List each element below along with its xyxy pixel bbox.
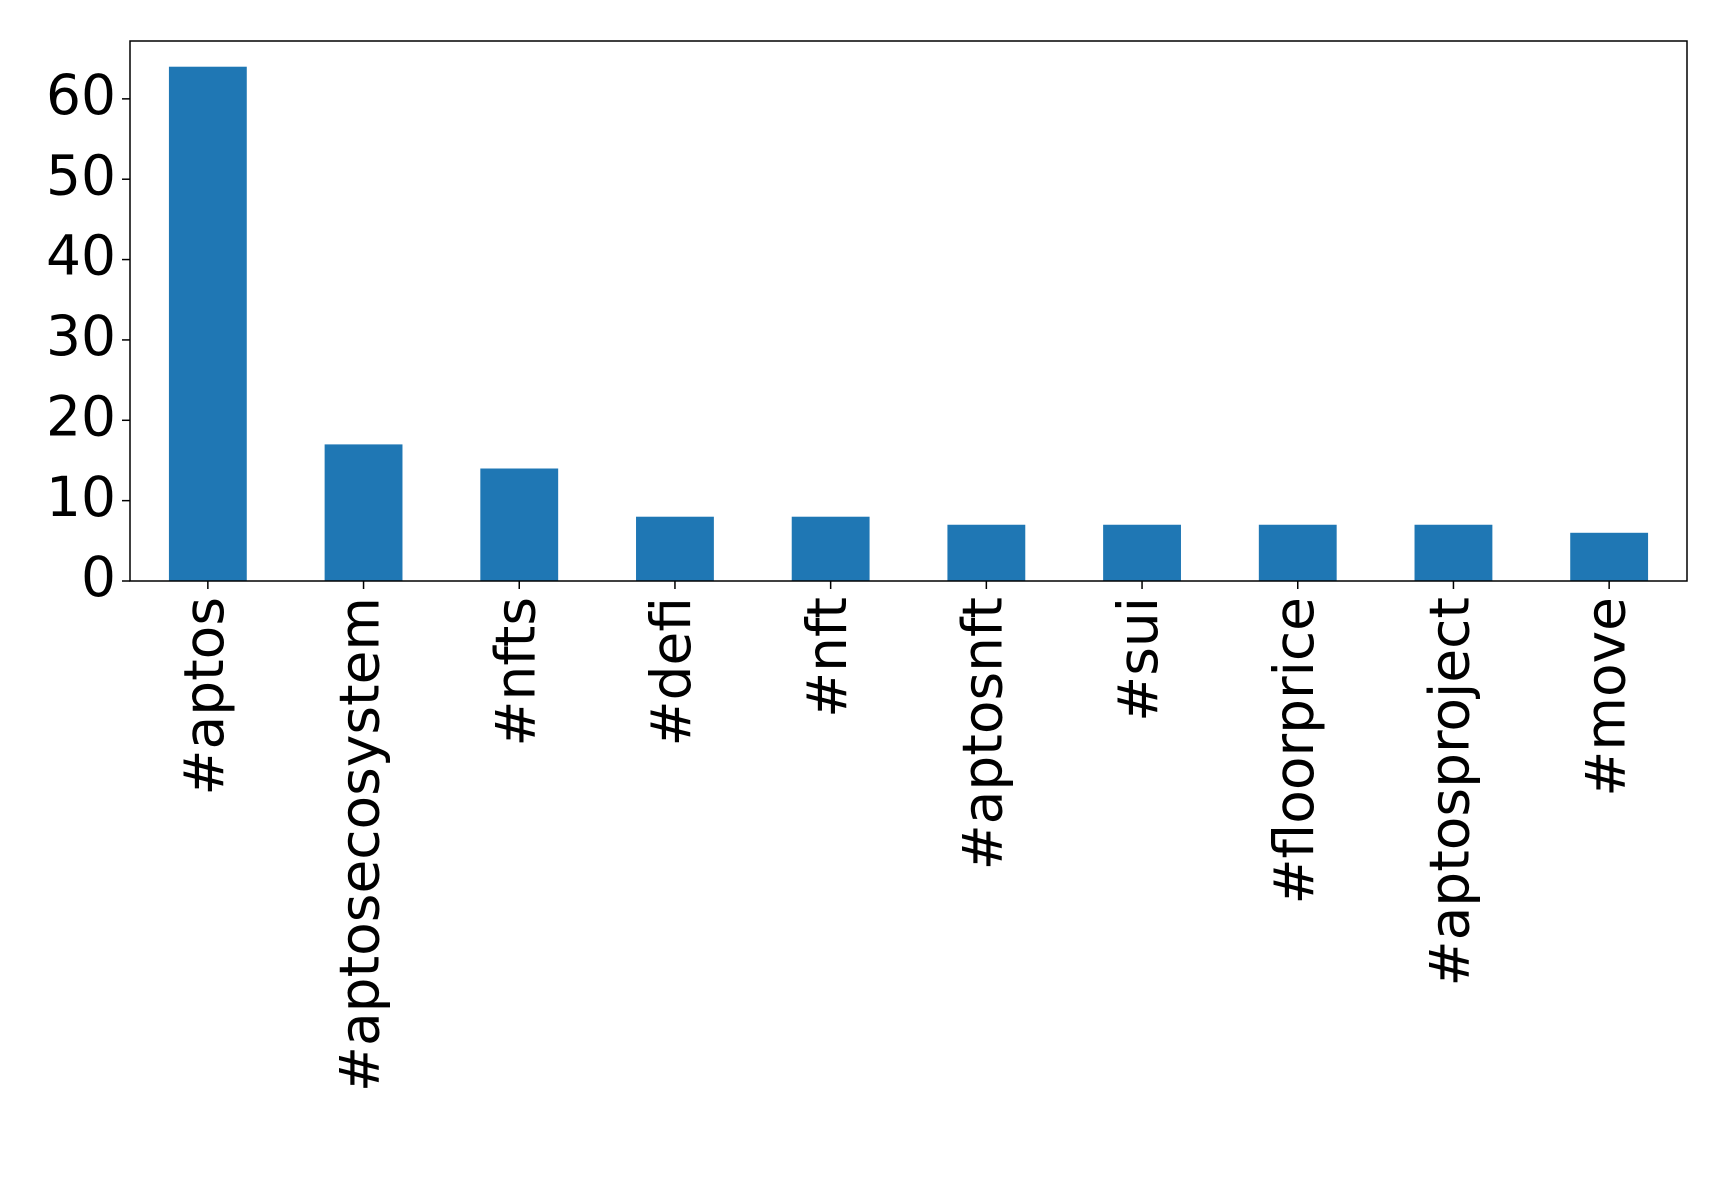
bar [480, 468, 559, 581]
x-tick-label: #aptosnft [950, 597, 1014, 870]
bar [1414, 524, 1493, 581]
y-tick-label: 40 [46, 224, 116, 288]
bar [947, 524, 1026, 581]
x-tick-label: #nft [795, 597, 859, 718]
x-tick-label: #defi [639, 597, 703, 746]
plot-frame [129, 40, 1688, 582]
x-tick-label: #sui [1106, 597, 1170, 722]
bar [168, 66, 247, 581]
x-tick-label: #floorprice [1262, 597, 1326, 905]
y-tick-label: 10 [46, 465, 116, 529]
x-tick-label: #aptosecosystem [328, 597, 392, 1092]
y-tick-label: 50 [46, 143, 116, 207]
bar [1103, 524, 1181, 581]
bar [791, 516, 870, 581]
bar [1570, 532, 1649, 581]
y-tick-label: 30 [46, 304, 116, 368]
x-tick-label: #move [1573, 597, 1637, 797]
y-tick-label: 60 [46, 63, 116, 127]
bar [1258, 524, 1337, 581]
bar [636, 516, 714, 581]
x-tick-label: #aptos [172, 597, 236, 796]
bar [324, 444, 403, 581]
x-tick-label: #aptosproject [1418, 597, 1482, 986]
y-tick-label: 20 [46, 384, 116, 448]
y-tick-label: 0 [81, 545, 116, 609]
x-tick-label: #nfts [483, 597, 547, 747]
